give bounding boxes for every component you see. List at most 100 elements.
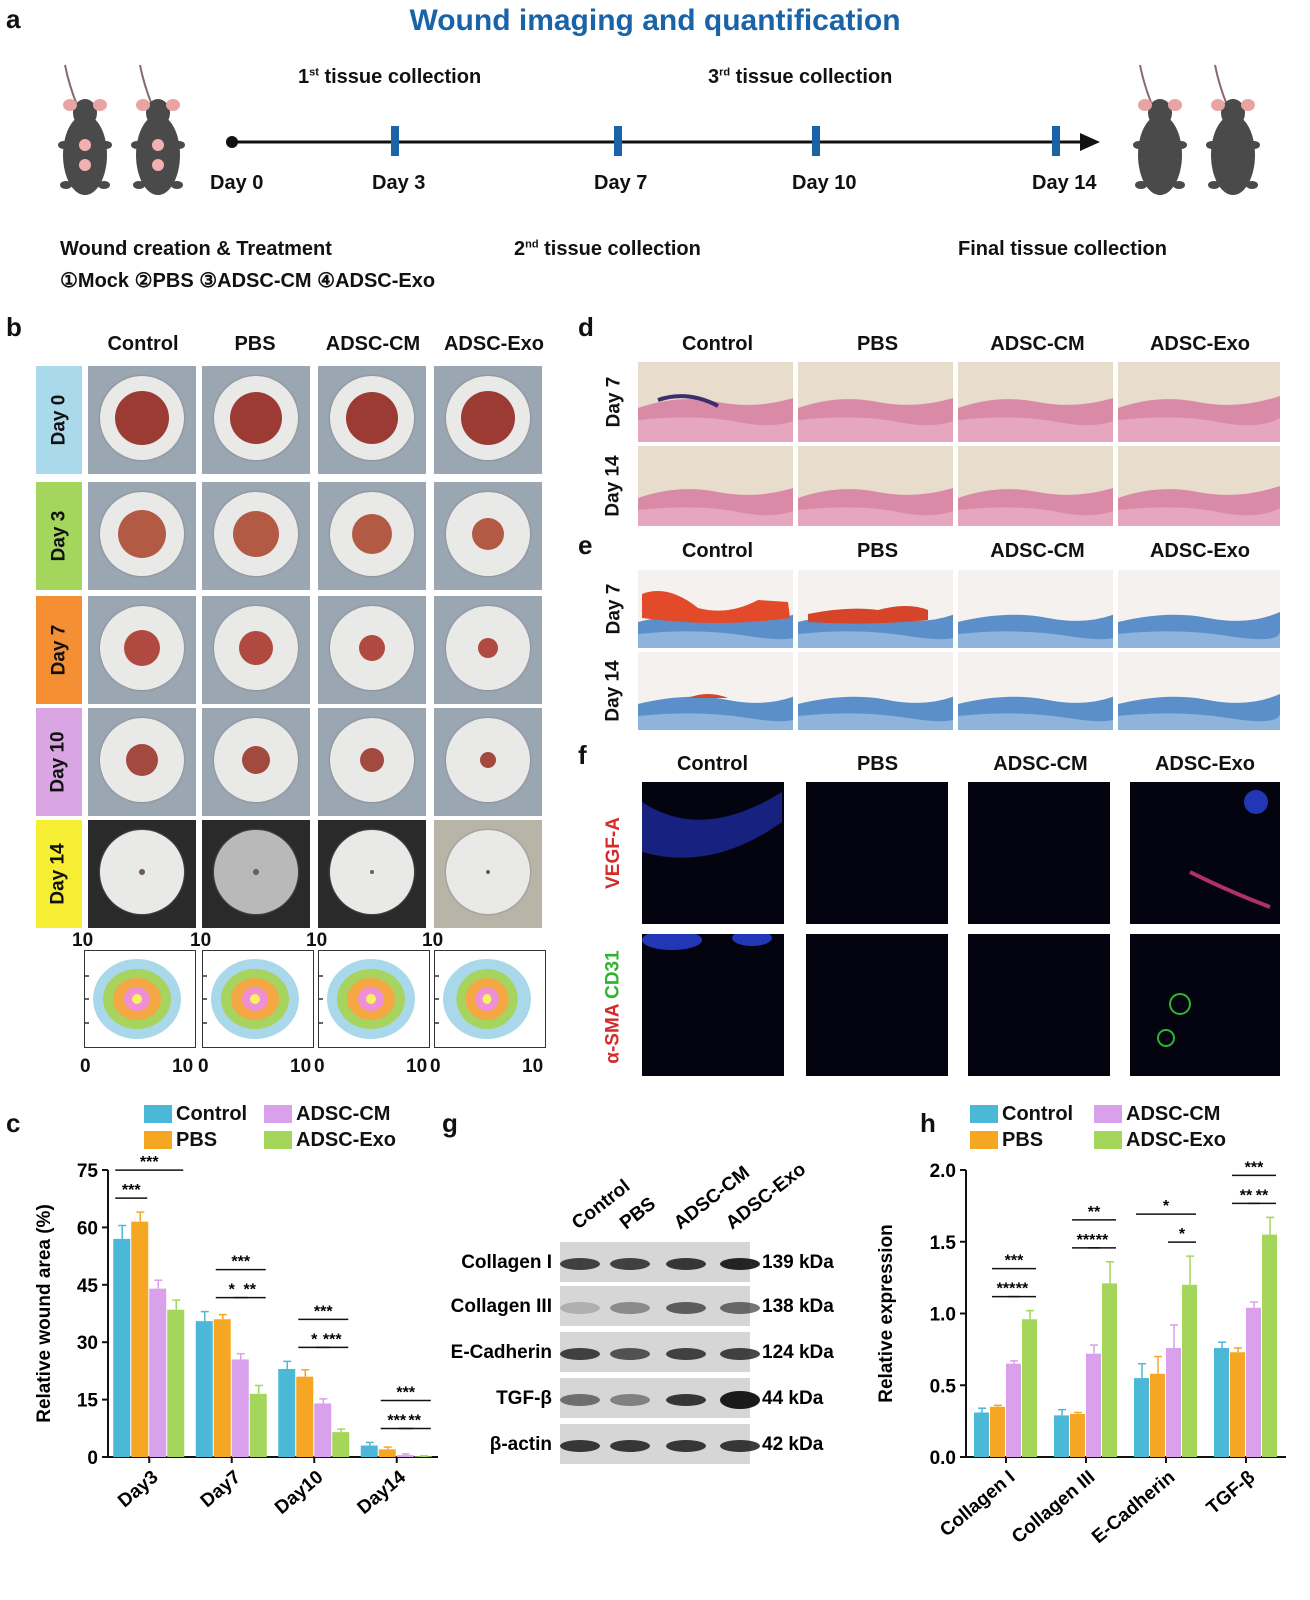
bar: [1166, 1347, 1181, 1457]
blot-size-label: 44 kDa: [762, 1388, 824, 1409]
wound-photo: [434, 708, 542, 816]
he-stain-image: [798, 362, 953, 442]
wound-photo: [202, 708, 310, 816]
bar: [1182, 1284, 1197, 1457]
trichrome-stain-image: [638, 570, 793, 648]
wound-photo: [88, 366, 196, 474]
row-tag-label: Day 3: [48, 510, 70, 562]
legend-label: ADSC-Exo: [296, 1129, 396, 1151]
blot-band: [610, 1440, 650, 1452]
y-tick-label: 60: [77, 1218, 98, 1239]
row-tag-label: Day 14: [48, 843, 69, 905]
y-tick-label: 1.5: [930, 1233, 957, 1254]
he-stain-image: [798, 446, 953, 526]
bar: [131, 1221, 149, 1457]
treatment-title: Wound creation & Treatment: [60, 238, 332, 260]
legend-label: ADSC-CM: [296, 1103, 390, 1125]
blot-size-label: 139 kDa: [762, 1252, 834, 1273]
bar: [1054, 1415, 1069, 1457]
panel-label-c: c: [6, 1108, 21, 1138]
bar: [278, 1368, 296, 1457]
legend-label: Control: [1002, 1103, 1073, 1125]
wound-photo: [202, 596, 310, 704]
panel-label-e: e: [578, 530, 593, 560]
timeline-day-10: Day 10: [792, 172, 857, 194]
y-axis-title: Relative expression: [876, 1224, 897, 1402]
blot-protein-label: Collagen III: [451, 1296, 552, 1317]
blot-band: [560, 1348, 600, 1360]
blot-band: [666, 1302, 706, 1314]
panel-label-g: g: [442, 1108, 458, 1138]
bar: [1262, 1234, 1277, 1457]
significance-label: ***: [997, 1281, 1016, 1298]
blot-size-label: 138 kDa: [762, 1296, 834, 1317]
contour-x-min: 0: [80, 1056, 91, 1077]
collection-1-label: 1st tissue collection: [298, 66, 482, 88]
y-tick-label: 75: [77, 1161, 99, 1182]
wound-photo: [202, 820, 310, 928]
e-row-day7: Day 7: [603, 583, 625, 635]
bar: [296, 1376, 314, 1457]
bar: [1070, 1413, 1085, 1457]
blot-band: [720, 1391, 760, 1409]
wound-photo: [318, 482, 426, 590]
blot-strip: [560, 1286, 750, 1326]
bar: [360, 1445, 378, 1457]
col-header-pbs: PBS: [234, 333, 276, 355]
trichrome-stain-image: [958, 570, 1113, 648]
significance-label: ***: [314, 1303, 333, 1320]
significance-label: **: [1256, 1187, 1269, 1204]
blot-protein-label: β-actin: [490, 1434, 552, 1455]
e-col-pbs: PBS: [856, 540, 899, 562]
panel-label-f: f: [578, 740, 587, 770]
blot-size-label: 124 kDa: [762, 1342, 834, 1363]
mice-illustration-right: [1133, 64, 1260, 195]
bar: [1102, 1283, 1117, 1457]
bar: [1134, 1378, 1149, 1457]
blot-band: [666, 1348, 706, 1360]
wound-photo: [202, 366, 310, 474]
legend-label: PBS: [1002, 1129, 1043, 1151]
chart-c-wound-area: Control ADSC-CM PBS ADSC-Exo 0 15 30 45 60 75 Rela…: [34, 1103, 438, 1519]
significance-label: ***: [1005, 1253, 1024, 1270]
trichrome-stain-image: [798, 652, 953, 730]
contour-plot: [434, 950, 546, 1048]
blot-band: [720, 1258, 760, 1270]
col-header-adsc-cm: ADSC-CM: [325, 333, 421, 355]
significance-label: ***: [387, 1412, 406, 1429]
y-tick-label: 1.0: [930, 1305, 956, 1326]
f-col-adsc-exo: ADSC-Exo: [1154, 753, 1255, 775]
he-stain-image: [638, 362, 793, 442]
y-tick-label: 30: [77, 1333, 98, 1354]
contour-plot: [318, 950, 430, 1048]
significance-label: *: [1163, 1198, 1170, 1215]
e-col-control: Control: [681, 540, 754, 562]
bar: [414, 1456, 432, 1457]
wound-photo: [202, 482, 310, 590]
timeline: [226, 126, 1100, 156]
bar: [332, 1432, 350, 1457]
wound-photo: [88, 708, 196, 816]
bar: [314, 1403, 332, 1457]
wound-photo: [88, 820, 196, 928]
d-col-pbs: PBS: [856, 333, 899, 355]
significance-label: *: [1179, 1226, 1186, 1243]
collection-final-label: Final tissue collection: [958, 238, 1167, 260]
row-tag-1: Day 3: [36, 482, 82, 590]
contour-plot: [202, 950, 314, 1048]
significance-label: **: [1096, 1232, 1109, 1249]
contour-x-max: 10: [522, 1056, 544, 1077]
he-stain-image: [958, 446, 1113, 526]
row-tag-4: Day 14: [36, 820, 82, 928]
x-tick-label: Day3: [114, 1467, 162, 1512]
row-tag-label: Day 7: [48, 624, 70, 676]
bar: [113, 1238, 131, 1457]
bar: [1006, 1363, 1021, 1457]
wound-photo: [434, 820, 542, 928]
fluorescence-image: [806, 782, 948, 924]
figure-title: Wound imaging and quantification: [409, 4, 901, 37]
wound-photo: [434, 366, 542, 474]
blot-band: [720, 1348, 760, 1360]
blot-band: [610, 1394, 650, 1406]
y-tick-label: 2.0: [930, 1161, 956, 1182]
